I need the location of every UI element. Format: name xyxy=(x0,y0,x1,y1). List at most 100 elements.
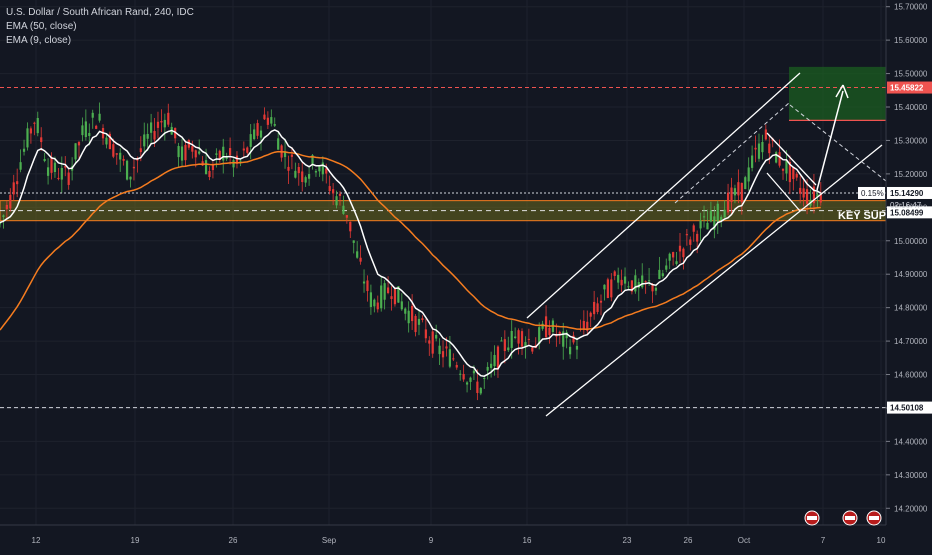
price-tick-label: 15.40000 xyxy=(894,103,928,112)
price-tick-label: 15.70000 xyxy=(894,3,928,12)
price-tick-label: 14.60000 xyxy=(894,371,928,380)
change-pct-label: 0.15% xyxy=(861,189,884,198)
candle-body xyxy=(239,160,242,162)
candle-body xyxy=(706,222,709,230)
candle-body xyxy=(726,192,730,213)
ema-50-line xyxy=(0,150,821,331)
candle-body xyxy=(613,271,616,276)
candle-body xyxy=(575,345,579,350)
candle-body xyxy=(462,373,465,380)
candle-body xyxy=(242,148,245,151)
candle-body xyxy=(764,129,767,140)
candle-body xyxy=(53,162,57,172)
candle-body xyxy=(582,320,585,330)
candle-body xyxy=(404,308,407,314)
candle-body xyxy=(716,203,719,222)
candle-body xyxy=(610,279,613,298)
candle-body xyxy=(376,302,379,310)
wedge-upper-line xyxy=(766,132,817,186)
candle-body xyxy=(314,171,318,173)
candle-body xyxy=(263,114,266,120)
candle-body xyxy=(386,287,390,294)
candle-body xyxy=(160,121,163,123)
candle-body xyxy=(153,131,156,140)
candle-body xyxy=(290,154,294,157)
candle-body xyxy=(730,187,733,202)
time-tick-label: 10 xyxy=(877,536,886,545)
candle-body xyxy=(472,370,476,374)
candle-body xyxy=(228,148,232,156)
candle-body xyxy=(761,141,764,153)
candle-body xyxy=(235,155,239,164)
candle-body xyxy=(84,121,87,138)
candle-body xyxy=(50,158,53,173)
candle-body xyxy=(88,132,91,137)
candle-body xyxy=(307,174,311,179)
candle-body xyxy=(661,273,664,277)
candle-body xyxy=(0,222,2,225)
lower-price-badge: 15.08499 xyxy=(890,208,924,217)
price-tick-label: 15.20000 xyxy=(894,170,928,179)
candle-body xyxy=(517,330,520,344)
candle-body xyxy=(479,387,482,394)
low-price-badge: 14.50108 xyxy=(890,404,924,413)
candle-body xyxy=(531,347,534,352)
candle-body xyxy=(431,331,434,354)
candle-body xyxy=(483,377,486,379)
price-tick-label: 14.30000 xyxy=(894,471,928,480)
candle-body xyxy=(249,134,252,147)
candle-body xyxy=(623,276,627,284)
candle-body xyxy=(802,188,805,198)
candle-body xyxy=(435,334,438,339)
candle-body xyxy=(740,182,743,203)
candle-body xyxy=(91,112,94,118)
candle-body xyxy=(139,148,142,153)
candle-body xyxy=(452,358,455,360)
time-tick-label: 16 xyxy=(523,536,532,545)
time-tick-label: 19 xyxy=(131,536,140,545)
candle-body xyxy=(617,274,620,283)
candle-body xyxy=(108,133,111,150)
current-price-badge-bg xyxy=(887,186,932,199)
candle-body xyxy=(33,122,36,124)
candle-body xyxy=(819,193,822,203)
us-flag-stripe xyxy=(807,516,817,520)
candle-body xyxy=(287,166,290,171)
price-tick-label: 15.00000 xyxy=(894,237,928,246)
channel-upper-line xyxy=(526,72,801,319)
candles xyxy=(0,102,822,401)
candle-body xyxy=(40,137,43,143)
candle-body xyxy=(22,148,26,152)
levels xyxy=(0,87,886,409)
candle-body xyxy=(438,345,441,355)
candle-body xyxy=(211,164,215,171)
candle-body xyxy=(428,340,431,344)
candle-body xyxy=(167,112,170,125)
candle-body xyxy=(215,153,218,155)
candle-body xyxy=(524,342,527,347)
candle-body xyxy=(311,155,314,165)
candle-body xyxy=(812,186,816,204)
candle-body xyxy=(733,188,737,196)
candle-body xyxy=(658,269,661,280)
candle-body xyxy=(647,280,651,282)
candle-body xyxy=(795,173,798,178)
candle-body xyxy=(644,281,647,283)
candle-body xyxy=(751,155,754,168)
candle-body xyxy=(105,137,108,145)
candle-body xyxy=(194,150,197,158)
time-tick-label: Sep xyxy=(322,536,337,545)
candle-body xyxy=(713,216,716,230)
badges: 15.45822 15.14290 15.08499 14.50108 0.15% 02:… xyxy=(804,81,932,526)
candle-body xyxy=(781,168,785,171)
candle-body xyxy=(685,234,688,236)
candle-body xyxy=(273,124,276,126)
candle-body xyxy=(174,127,177,139)
candle-body xyxy=(390,296,393,300)
candle-body xyxy=(754,147,757,150)
price-tick-label: 14.90000 xyxy=(894,270,928,279)
candle-body xyxy=(459,373,462,375)
candle-body xyxy=(218,150,221,160)
